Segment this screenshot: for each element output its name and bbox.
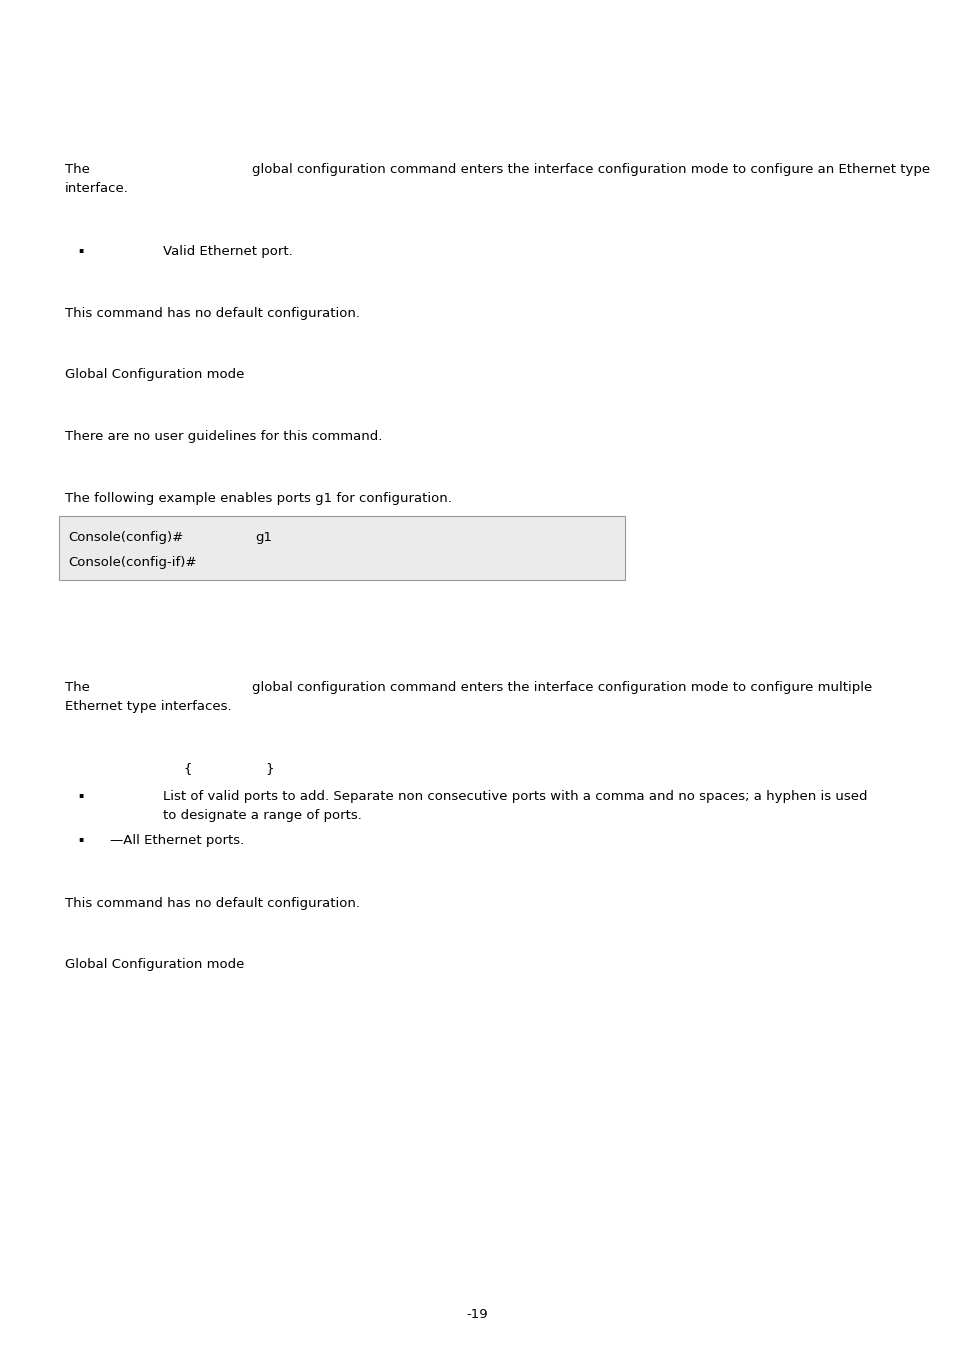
Text: Console(config-if)#: Console(config-if)#	[68, 556, 196, 568]
Text: global configuration command enters the interface configuration mode to configur: global configuration command enters the …	[252, 163, 929, 176]
Bar	[59, 516, 624, 580]
Text: {: {	[183, 761, 192, 775]
Text: }: }	[265, 761, 274, 775]
Text: The: The	[65, 680, 90, 694]
Text: List of valid ports to add. Separate non consecutive ports with a comma and no s: List of valid ports to add. Separate non…	[163, 790, 866, 803]
Text: ▪: ▪	[78, 244, 83, 254]
Text: ▪: ▪	[78, 790, 83, 799]
Text: Valid Ethernet port.: Valid Ethernet port.	[163, 244, 293, 258]
Text: global configuration command enters the interface configuration mode to configur: global configuration command enters the …	[252, 680, 871, 694]
Text: This command has no default configuration.: This command has no default configuratio…	[65, 896, 359, 910]
Text: Console(config)#: Console(config)#	[68, 531, 183, 544]
Text: Global Configuration mode: Global Configuration mode	[65, 369, 244, 381]
Text: There are no user guidelines for this command.: There are no user guidelines for this co…	[65, 431, 382, 443]
Text: -19: -19	[466, 1308, 487, 1322]
Text: Ethernet type interfaces.: Ethernet type interfaces.	[65, 701, 232, 713]
Text: The following example enables ports g1 for configuration.: The following example enables ports g1 f…	[65, 491, 452, 505]
Text: interface.: interface.	[65, 182, 129, 194]
Text: The: The	[65, 163, 90, 176]
Text: ▪: ▪	[78, 834, 83, 842]
Text: to designate a range of ports.: to designate a range of ports.	[163, 809, 361, 822]
Text: g1: g1	[254, 531, 272, 544]
Text: —All Ethernet ports.: —All Ethernet ports.	[110, 834, 244, 846]
Text: This command has no default configuration.: This command has no default configuratio…	[65, 306, 359, 320]
Text: Global Configuration mode: Global Configuration mode	[65, 958, 244, 971]
